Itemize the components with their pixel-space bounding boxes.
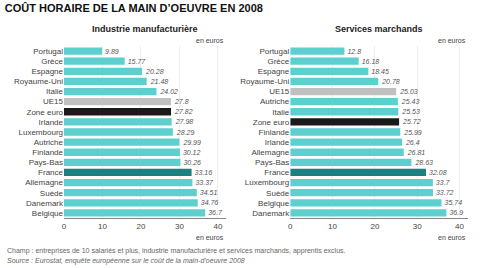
svg-text:30: 30 [175, 222, 184, 231]
svg-text:29.99: 29.99 [182, 139, 201, 146]
svg-text:27.98: 27.98 [175, 118, 194, 125]
svg-text:0: 0 [62, 222, 67, 231]
svg-text:en euros: en euros [438, 234, 466, 241]
svg-text:21.48: 21.48 [150, 78, 169, 85]
svg-text:Pays-Bas: Pays-Bas [255, 158, 289, 167]
svg-text:20: 20 [370, 222, 379, 231]
svg-text:UE15: UE15 [269, 87, 290, 96]
svg-text:15.77: 15.77 [128, 58, 147, 65]
svg-text:27.8: 27.8 [174, 98, 189, 105]
svg-text:16.18: 16.18 [362, 58, 380, 65]
svg-text:Italie: Italie [272, 108, 289, 117]
svg-text:Champ : entreprises de 10 sala: Champ : entreprises de 10 salariés et pl… [7, 247, 346, 255]
svg-text:Portugal: Portugal [33, 47, 63, 56]
svg-text:Zone euro: Zone euro [27, 108, 64, 117]
svg-text:Grèce: Grèce [267, 57, 289, 66]
svg-text:40: 40 [213, 222, 222, 231]
svg-text:34.51: 34.51 [200, 189, 218, 196]
svg-text:Portugal: Portugal [259, 47, 289, 56]
svg-text:12.8: 12.8 [347, 48, 361, 55]
svg-text:30.26: 30.26 [183, 159, 201, 166]
svg-text:COÛT HORAIRE DE LA MAIN D’OEUV: COÛT HORAIRE DE LA MAIN D’OEUVRE EN 2008 [5, 2, 263, 14]
svg-text:Danemark: Danemark [252, 209, 290, 218]
svg-text:40: 40 [455, 222, 464, 231]
svg-text:20.28: 20.28 [145, 68, 164, 75]
svg-text:34.76: 34.76 [201, 199, 219, 206]
svg-text:UE15: UE15 [43, 97, 64, 106]
svg-text:36.9: 36.9 [449, 209, 463, 216]
svg-text:Italie: Italie [46, 87, 63, 96]
svg-text:en euros: en euros [438, 37, 466, 44]
svg-text:0: 0 [288, 222, 293, 231]
svg-text:25.53: 25.53 [401, 108, 420, 115]
svg-text:25.72: 25.72 [402, 118, 421, 125]
svg-text:Services marchands: Services marchands [335, 24, 423, 34]
svg-text:Allemagne: Allemagne [25, 178, 63, 187]
svg-text:en euros: en euros [196, 37, 224, 44]
svg-text:Espagne: Espagne [31, 67, 63, 76]
svg-text:35.74: 35.74 [445, 199, 463, 206]
svg-text:Industrie manufacturière: Industrie manufacturière [92, 24, 198, 34]
svg-text:25.03: 25.03 [399, 88, 418, 95]
svg-text:33.7: 33.7 [436, 179, 451, 186]
svg-text:27.82: 27.82 [174, 108, 193, 115]
svg-text:Pays-Bas: Pays-Bas [29, 158, 63, 167]
svg-text:Royaume-Uni: Royaume-Uni [240, 77, 289, 86]
svg-text:Suède: Suède [40, 189, 64, 198]
svg-text:20: 20 [136, 222, 145, 231]
svg-text:25.43: 25.43 [401, 98, 420, 105]
svg-text:France: France [264, 168, 289, 177]
svg-text:Danemark: Danemark [26, 199, 64, 208]
svg-text:Allemagne: Allemagne [251, 148, 289, 157]
svg-text:18.45: 18.45 [371, 68, 389, 75]
svg-text:33.16: 33.16 [195, 169, 213, 176]
svg-text:Grèce: Grèce [41, 57, 63, 66]
svg-text:Royaume-Uni: Royaume-Uni [14, 77, 63, 86]
svg-text:24.02: 24.02 [159, 88, 178, 95]
svg-text:Zone euro: Zone euro [253, 118, 290, 127]
svg-text:26.4: 26.4 [405, 139, 420, 146]
svg-text:Irlande: Irlande [39, 118, 64, 127]
svg-text:20.78: 20.78 [381, 78, 400, 85]
svg-text:Belgique: Belgique [32, 209, 64, 218]
svg-text:9.89: 9.89 [105, 48, 119, 55]
svg-text:Finlande: Finlande [259, 128, 290, 137]
svg-text:Espagne: Espagne [258, 67, 290, 76]
svg-text:Belgique: Belgique [258, 199, 290, 208]
svg-text:10: 10 [328, 222, 337, 231]
svg-text:26.81: 26.81 [407, 149, 426, 156]
svg-text:30: 30 [413, 222, 422, 231]
svg-text:Autriche: Autriche [34, 138, 64, 147]
svg-text:33.37: 33.37 [195, 179, 214, 186]
svg-text:Luxembourg: Luxembourg [245, 178, 289, 187]
svg-text:25.99: 25.99 [403, 129, 422, 136]
svg-text:28.63: 28.63 [414, 159, 433, 166]
svg-text:Source : Eurostat, enquête eur: Source : Eurostat, enquête européenne su… [7, 257, 245, 265]
svg-text:30.12: 30.12 [183, 149, 201, 156]
svg-text:Luxembourg: Luxembourg [19, 128, 63, 137]
svg-text:10: 10 [98, 222, 107, 231]
svg-text:Finlande: Finlande [32, 148, 63, 157]
svg-text:Autriche: Autriche [260, 97, 290, 106]
svg-text:Irlande: Irlande [265, 138, 290, 147]
svg-text:Suède: Suède [266, 189, 290, 198]
svg-text:28.29: 28.29 [176, 129, 195, 136]
svg-text:33.72: 33.72 [436, 189, 454, 196]
svg-text:en euros: en euros [196, 234, 224, 241]
svg-text:France: France [38, 168, 63, 177]
svg-text:36.7: 36.7 [208, 209, 223, 216]
svg-text:32.08: 32.08 [429, 169, 447, 176]
